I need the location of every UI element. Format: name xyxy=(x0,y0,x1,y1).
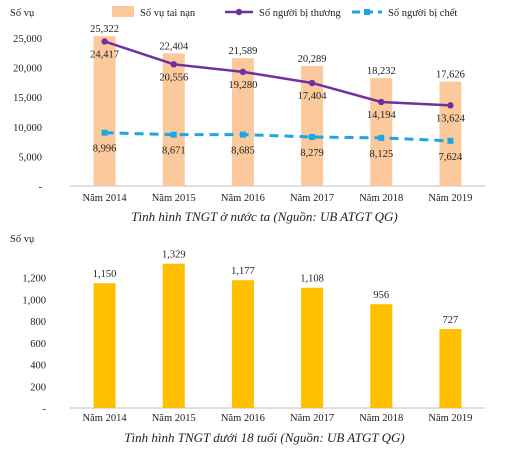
chart2-y-axis-label: Số vụ xyxy=(10,234,35,245)
chart2-x-tick-label: Năm 2014 xyxy=(83,413,128,424)
chart1-point-injured xyxy=(308,79,316,87)
chart1-data-label-injured: 14,194 xyxy=(367,110,397,121)
chart2-bar xyxy=(370,304,393,408)
chart2-x-tick-label: Năm 2015 xyxy=(152,413,196,424)
chart1-data-label-accidents: 22,404 xyxy=(159,41,189,52)
chart2-y-tick-label: 1,200 xyxy=(22,274,46,285)
chart1-legend-swatch-accidents xyxy=(112,6,134,17)
chart2-y-tick-label: 800 xyxy=(30,317,46,328)
chart1-data-label-deaths: 8,125 xyxy=(369,149,393,160)
chart1-legend-label-injured: Số người bị thương xyxy=(259,8,341,19)
chart2-x-tick-label: Năm 2019 xyxy=(428,413,472,424)
chart1-point-injured xyxy=(170,61,177,68)
chart1-point-deaths xyxy=(447,137,454,144)
chart2-y-tick-label: 400 xyxy=(30,361,46,372)
chart1-bar-accidents xyxy=(162,53,185,187)
chart1-legend-label-accidents: Số vụ tai nạn xyxy=(140,8,196,19)
chart1-data-label-injured: 19,280 xyxy=(228,80,257,91)
chart1-data-label-deaths: 8,671 xyxy=(162,146,186,157)
chart2-data-label: 956 xyxy=(373,290,389,301)
chart1-data-label-injured: 17,404 xyxy=(298,91,328,102)
chart2-x-tick-label: Năm 2017 xyxy=(290,413,334,424)
chart1-line-deaths xyxy=(104,131,451,143)
chart2-data-label: 1,177 xyxy=(231,266,255,277)
chart1-point-deaths xyxy=(309,133,316,140)
chart2-y-tick-label: - xyxy=(43,404,47,415)
chart1-point-injured xyxy=(239,68,247,76)
chart1-x-tick-label: Năm 2018 xyxy=(359,193,403,204)
chart2-y-tick-label: 600 xyxy=(30,339,46,350)
chart1-x-tick-label: Năm 2016 xyxy=(221,193,265,204)
chart1-data-label-accidents: 18,232 xyxy=(367,66,396,77)
chart1-x-tick-label: Năm 2014 xyxy=(83,193,128,204)
chart1-x-tick-label: Năm 2015 xyxy=(152,193,196,204)
chart1-legend-marker-deaths xyxy=(364,9,370,15)
chart-accidents-under-18: Số vụ - 200 400 600 800 1,000 1,200 1,150 1,329 1,… xyxy=(10,234,485,424)
chart1-point-injured xyxy=(447,102,454,109)
chart2-y-tick-label: 1,000 xyxy=(22,295,46,306)
chart1-x-tick-label: Năm 2017 xyxy=(290,193,334,204)
chart1-y-tick-label: - xyxy=(39,182,43,193)
chart1-data-label-accidents: 21,589 xyxy=(228,46,257,57)
chart1-point-deaths xyxy=(170,131,177,138)
chart1-data-label-deaths: 7,624 xyxy=(439,152,463,163)
chart1-data-label-injured: 24,417 xyxy=(90,49,119,60)
chart1-y-axis-label: Số vụ xyxy=(10,8,35,19)
chart1-bar-accidents xyxy=(301,65,324,186)
chart1-bar-accidents xyxy=(231,58,254,187)
chart1-point-deaths xyxy=(101,129,108,136)
chart1-y-tick-label: 15,000 xyxy=(13,93,42,104)
chart2-data-label: 1,150 xyxy=(93,269,117,280)
chart2-caption: Tình hình TNGT dưới 18 tuổi (Nguồn: UB A… xyxy=(124,430,405,445)
chart1-legend-marker-injured xyxy=(235,8,243,16)
chart1-data-label-accidents: 25,322 xyxy=(90,24,119,35)
chart1-point-deaths xyxy=(378,134,385,141)
chart1-data-label-injured: 20,556 xyxy=(159,72,188,83)
chart1-legend-label-deaths: Số người bị chết xyxy=(388,8,457,19)
chart2-bar xyxy=(301,287,324,408)
chart1-data-label-deaths: 8,279 xyxy=(300,148,324,159)
chart2-bar xyxy=(231,280,254,408)
chart1-data-label-deaths: 8,996 xyxy=(93,144,117,155)
chart1-bar-accidents xyxy=(439,81,462,186)
chart1-data-label-deaths: 8,685 xyxy=(231,146,255,157)
chart1-line-injured xyxy=(104,40,451,107)
chart1-caption: Tình hình TNGT ở nước ta (Nguồn: UB ATGT… xyxy=(131,209,398,224)
chart2-data-label: 727 xyxy=(443,315,459,326)
chart1-data-label-accidents: 20,289 xyxy=(298,54,327,65)
chart2-x-tick-label: Năm 2016 xyxy=(221,413,265,424)
chart1-y-tick-label: 5,000 xyxy=(18,152,42,163)
chart2-y-tick-label: 200 xyxy=(30,382,46,393)
chart1-point-injured xyxy=(101,38,108,45)
chart2-data-label: 1,329 xyxy=(162,250,186,261)
chart1-point-deaths xyxy=(239,131,246,138)
chart2-bar xyxy=(93,283,116,408)
chart2-bar xyxy=(162,263,185,408)
chart1-x-tick-label: Năm 2019 xyxy=(428,193,472,204)
chart1-data-label-accidents: 17,626 xyxy=(436,70,465,81)
chart1-data-label-injured: 13,624 xyxy=(436,113,466,124)
chart1-y-tick-label: 20,000 xyxy=(13,64,42,75)
chart2-x-tick-label: Năm 2018 xyxy=(359,413,403,424)
chart1-y-tick-label: 25,000 xyxy=(13,34,42,45)
chart1-bar-accidents xyxy=(370,78,393,186)
chart1-point-injured xyxy=(378,98,385,106)
chart2-bar xyxy=(439,329,462,408)
chart1-bar-accidents xyxy=(93,36,116,186)
chart1-y-tick-label: 10,000 xyxy=(13,123,42,134)
chart-accidents-overall: Số vụ - 5,000 10,000 15,000 20,000 25,000 25,32… xyxy=(10,6,485,204)
chart2-data-label: 1,108 xyxy=(300,274,324,285)
